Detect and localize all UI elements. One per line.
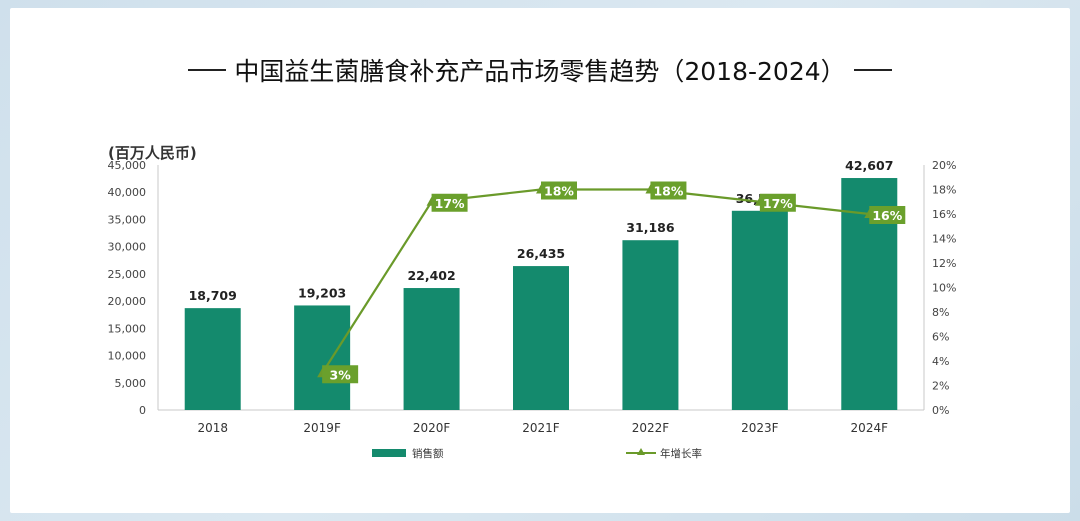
growth-label: 3% — [330, 367, 352, 382]
bar-2023F — [731, 210, 788, 410]
left-tick-label: 30,000 — [108, 241, 147, 254]
right-tick-label: 6% — [932, 331, 949, 344]
right-tick-label: 2% — [932, 380, 949, 393]
bar-value-label: 22,402 — [407, 268, 455, 283]
legend-bar-swatch — [372, 449, 406, 457]
title-right-rule — [853, 69, 892, 71]
bar-value-label: 26,435 — [517, 246, 565, 261]
growth-label: 17% — [435, 196, 465, 211]
left-tick-label: 15,000 — [108, 322, 147, 335]
growth-label: 18% — [653, 184, 683, 199]
left-tick-label: 20,000 — [108, 295, 147, 308]
right-tick-label: 12% — [932, 257, 956, 270]
right-tick-label: 16% — [932, 208, 956, 221]
right-tick-label: 0% — [932, 404, 949, 417]
bar-value-label: 19,203 — [298, 285, 346, 300]
growth-label-box — [431, 193, 468, 212]
legend-bar-label: 销售额 — [412, 447, 444, 460]
x-tick-label: 2022F — [632, 421, 670, 435]
left-tick-label: 35,000 — [108, 213, 147, 226]
left-tick-label: 25,000 — [108, 268, 147, 281]
right-tick-label: 14% — [932, 233, 956, 246]
x-tick-label: 2019F — [303, 421, 341, 435]
chart-title: 中国益生菌膳食补充产品市场零售趋势（2018-2024） — [234, 57, 846, 86]
x-tick-label: 2018 — [197, 421, 228, 435]
left-tick-label: 0 — [139, 404, 146, 417]
growth-label: 17% — [763, 196, 793, 211]
bar-2022F — [622, 240, 679, 410]
x-tick-label: 2020F — [413, 421, 451, 435]
bar-2019F — [294, 305, 351, 410]
growth-label-box — [541, 181, 577, 200]
right-tick-label: 8% — [932, 306, 949, 319]
bar-2020F — [403, 288, 460, 410]
left-tick-label: 10,000 — [108, 350, 147, 363]
right-tick-label: 10% — [932, 282, 956, 295]
bar-2018 — [184, 308, 241, 410]
right-tick-label: 18% — [932, 184, 956, 197]
title-left-rule — [188, 69, 227, 71]
bar-2021F — [513, 266, 569, 410]
right-tick-label: 20% — [932, 159, 956, 172]
legend-line-marker — [637, 448, 645, 455]
growth-label: 16% — [872, 208, 902, 223]
right-tick-label: 4% — [932, 355, 949, 368]
x-tick-label: 2023F — [741, 421, 779, 435]
left-tick-label: 45,000 — [108, 159, 147, 172]
bar-value-label: 31,186 — [626, 220, 675, 235]
bar-value-label: 18,709 — [189, 288, 237, 303]
growth-label-box — [650, 181, 687, 200]
growth-label: 18% — [544, 184, 574, 199]
left-tick-label: 40,000 — [108, 186, 147, 199]
x-tick-label: 2021F — [522, 421, 560, 435]
left-tick-label: 5,000 — [115, 377, 147, 390]
growth-label-box — [869, 206, 906, 224]
y-unit-label: (百万人民币) — [108, 144, 197, 162]
growth-label-box — [322, 365, 359, 384]
x-tick-label: 2024F — [851, 421, 889, 435]
legend-line-label: 年增长率 — [660, 447, 702, 460]
bar-value-label: 42,607 — [845, 158, 893, 173]
title-row: 中国益生菌膳食补充产品市场零售趋势（2018-2024） — [10, 50, 1070, 90]
growth-label-box — [759, 193, 796, 212]
